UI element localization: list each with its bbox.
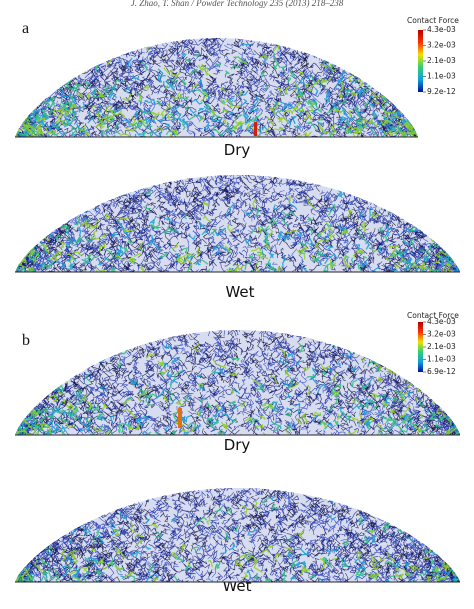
hot-chain xyxy=(178,408,182,428)
force-chain-image xyxy=(15,488,460,582)
colorbar-tick-label: 9.2e-12 xyxy=(427,87,456,96)
colorbar-tick-label: 6.9e-12 xyxy=(427,367,456,376)
image-caption: Wet xyxy=(225,283,254,301)
force-chains xyxy=(15,330,460,435)
colorbar xyxy=(418,30,423,92)
panel-label: a xyxy=(22,20,29,37)
colorbar-title: Contact Force xyxy=(407,311,459,320)
hot-chain xyxy=(254,122,257,136)
force-chain-image xyxy=(15,175,460,272)
colorbar-tick-label: 3.2e-03 xyxy=(427,330,456,339)
colorbar-tick-label: 1.1e-03 xyxy=(427,355,456,364)
force-chain-image xyxy=(15,330,460,435)
running-header: J. Zhao, T. Shan / Powder Technology 235… xyxy=(131,0,344,8)
colorbar-tick-label: 4.3e-03 xyxy=(427,25,456,34)
colorbar-title: Contact Force xyxy=(407,16,459,25)
force-chains xyxy=(15,189,460,272)
colorbar-tick-label: 2.1e-03 xyxy=(427,342,456,351)
image-caption: Dry xyxy=(224,141,251,159)
force-chain-image xyxy=(15,38,418,137)
colorbar xyxy=(418,322,423,372)
panel-label: b xyxy=(22,332,30,349)
image-caption: Dry xyxy=(224,436,251,454)
colorbar-tick-label: 4.3e-03 xyxy=(427,317,456,326)
force-chains xyxy=(15,343,460,435)
colorbar-tick-label: 2.1e-03 xyxy=(427,56,456,65)
colorbar-tick-label: 1.1e-03 xyxy=(427,72,456,81)
colorbar-tick-label: 3.2e-03 xyxy=(427,41,456,50)
